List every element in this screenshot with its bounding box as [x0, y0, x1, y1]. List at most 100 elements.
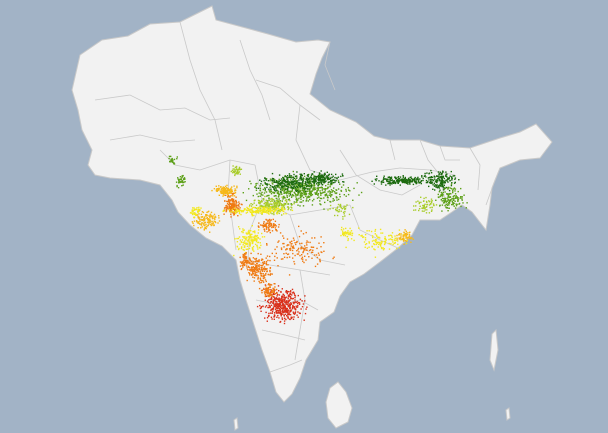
density-dot [265, 203, 268, 205]
density-dot [310, 174, 313, 176]
density-dot [397, 243, 399, 246]
density-dot [266, 201, 268, 203]
density-dot [255, 189, 258, 191]
density-dot [238, 247, 240, 250]
density-dot [245, 257, 248, 260]
density-dot [340, 210, 342, 212]
density-dot [296, 186, 299, 188]
density-dot [296, 253, 299, 255]
density-dot [235, 167, 238, 169]
density-dot [194, 213, 196, 215]
density-dot [275, 297, 278, 299]
density-dot [401, 180, 403, 182]
density-dot [422, 177, 424, 180]
density-dot [233, 254, 235, 257]
density-dot [342, 233, 344, 235]
density-dot [313, 176, 315, 179]
density-dot [233, 212, 236, 214]
density-dot [255, 267, 257, 269]
density-dot [380, 241, 383, 243]
density-dot [320, 174, 322, 176]
density-dot [454, 188, 457, 190]
density-dot [201, 222, 204, 224]
admin-border-line [485, 167, 501, 206]
density-dot [449, 196, 451, 198]
density-dot [298, 302, 301, 304]
density-dot [275, 252, 277, 255]
density-dot [286, 292, 288, 295]
density-dot [340, 205, 342, 207]
density-dot [248, 257, 251, 259]
density-dot [420, 201, 422, 204]
density-dot [249, 272, 251, 275]
density-dot [328, 173, 330, 175]
density-dot [397, 182, 399, 184]
density-dot [460, 187, 462, 190]
density-dot [259, 272, 262, 275]
density-dot [279, 191, 282, 193]
density-dot [405, 180, 407, 183]
density-dot [280, 203, 282, 205]
density-dot [270, 223, 272, 225]
density-dot [374, 233, 376, 235]
density-dot [200, 216, 202, 218]
density-dot [267, 208, 269, 210]
density-dot [334, 181, 336, 183]
density-dot [430, 203, 432, 205]
density-dot [313, 254, 316, 256]
density-dot [224, 200, 226, 202]
density-dot [196, 214, 199, 216]
density-dot [327, 183, 329, 186]
density-dot [423, 200, 425, 202]
density-dot [335, 196, 338, 198]
density-dot [414, 176, 416, 179]
density-dot [410, 241, 412, 243]
density-dot [421, 210, 424, 212]
density-dot [281, 185, 283, 187]
density-dot [247, 259, 249, 262]
density-dot [260, 274, 262, 276]
density-dot [281, 311, 284, 313]
density-dot [217, 188, 219, 191]
density-dot [274, 206, 276, 208]
density-dot [284, 299, 286, 302]
density-dot [398, 238, 401, 240]
density-dot [265, 209, 267, 211]
density-dot [182, 178, 185, 180]
density-dot [297, 294, 299, 297]
density-dot [317, 188, 319, 190]
density-dot [279, 308, 282, 311]
density-dot [252, 245, 255, 248]
density-dot [222, 209, 225, 211]
density-dot [250, 239, 252, 242]
density-dot [446, 200, 448, 202]
density-dot [288, 186, 290, 188]
density-dot [284, 199, 287, 202]
density-dot [235, 165, 238, 168]
density-dot [455, 195, 457, 198]
density-dot [301, 242, 303, 245]
density-dot [342, 216, 344, 218]
density-dot [320, 236, 322, 238]
density-dot [358, 227, 360, 229]
density-dot [450, 183, 453, 185]
density-dot [349, 190, 351, 192]
density-dot [241, 261, 243, 263]
density-dot [230, 209, 232, 212]
density-dot [294, 190, 297, 192]
density-dot [403, 181, 405, 184]
density-dot [245, 253, 247, 255]
density-dot [262, 273, 264, 275]
density-dot [171, 160, 173, 163]
density-dot [277, 309, 279, 312]
density-dot [234, 191, 237, 194]
density-dot [258, 202, 260, 205]
density-dot [396, 237, 398, 239]
density-dot [402, 179, 405, 181]
density-dot [438, 191, 441, 193]
density-dot [249, 244, 251, 246]
density-dot [459, 197, 461, 199]
density-dot [237, 215, 239, 217]
